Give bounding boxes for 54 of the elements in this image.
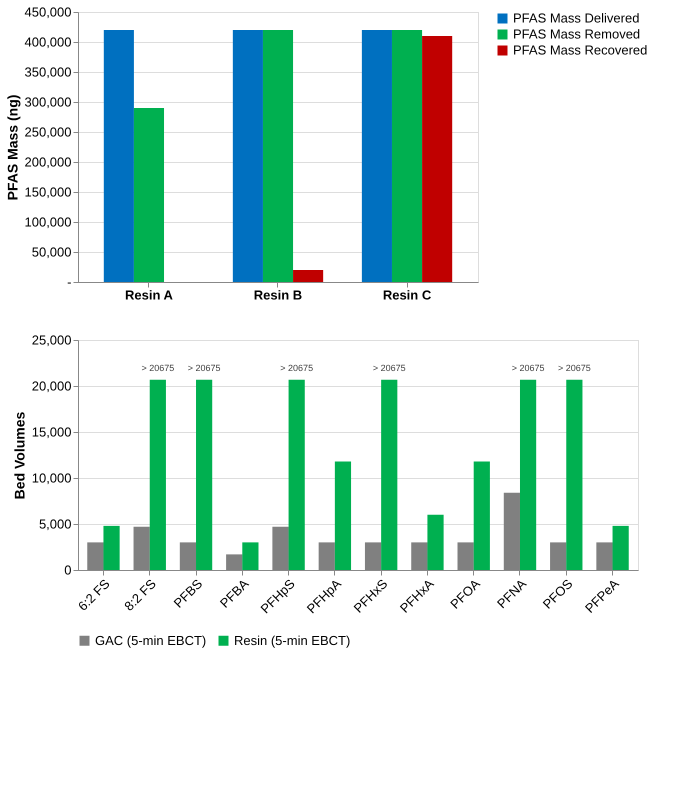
bar bbox=[362, 30, 392, 282]
y-tick-label: 10,000 bbox=[32, 470, 72, 486]
bar bbox=[566, 380, 582, 570]
x-tick-label: 8:2 FS bbox=[121, 576, 160, 614]
y-tick-label: 200,000 bbox=[24, 154, 72, 170]
bar bbox=[150, 380, 166, 570]
legend-label: GAC (5-min EBCT) bbox=[95, 632, 206, 648]
y-tick-label: 450,000 bbox=[24, 4, 72, 20]
y-tick-label: 20,000 bbox=[32, 378, 72, 394]
y-axis-title: Bed Volumes bbox=[12, 411, 28, 500]
data-label: > 20675 bbox=[141, 362, 174, 373]
x-tick-label: 6:2 FS bbox=[74, 576, 113, 614]
bar bbox=[392, 30, 422, 282]
legend-label: PFAS Mass Delivered bbox=[513, 10, 640, 26]
data-label: > 20675 bbox=[558, 362, 591, 373]
y-tick-label: 50,000 bbox=[32, 244, 72, 260]
y-tick-label: 350,000 bbox=[24, 64, 72, 80]
bar bbox=[262, 30, 294, 282]
data-label: > 20675 bbox=[512, 362, 544, 373]
bar bbox=[474, 461, 490, 570]
y-tick-label: 100,000 bbox=[24, 214, 72, 230]
bar bbox=[293, 270, 324, 282]
y-tick-label: 5,000 bbox=[38, 516, 72, 532]
bar bbox=[288, 380, 305, 570]
bar bbox=[612, 526, 629, 570]
bar bbox=[232, 30, 263, 282]
legend-label: PFAS Mass Removed bbox=[513, 26, 640, 42]
bar bbox=[334, 461, 352, 570]
bar bbox=[196, 380, 212, 570]
x-tick-label: Resin B bbox=[254, 288, 302, 302]
data-label: > 20675 bbox=[188, 362, 221, 373]
bar bbox=[520, 380, 536, 570]
bar bbox=[242, 542, 258, 570]
y-tick-label: 300,000 bbox=[24, 94, 72, 110]
bar bbox=[422, 36, 452, 282]
y-tick-label: 150,000 bbox=[24, 184, 72, 200]
y-tick-label: - bbox=[67, 274, 72, 290]
legend-label: Resin (5-min EBCT) bbox=[234, 632, 350, 648]
bar bbox=[104, 30, 134, 282]
bar bbox=[134, 108, 164, 282]
x-tick-label: Resin C bbox=[382, 288, 432, 302]
y-tick-label: 400,000 bbox=[24, 34, 72, 50]
data-label: > 20675 bbox=[372, 362, 406, 373]
y-tick-label: 250,000 bbox=[24, 124, 72, 140]
legend-label: PFAS Mass Recovered bbox=[513, 42, 648, 58]
bar bbox=[381, 380, 398, 570]
data-label: > 20675 bbox=[280, 362, 314, 373]
bar bbox=[103, 526, 120, 570]
bar bbox=[427, 514, 444, 570]
y-tick-label: 0 bbox=[64, 562, 72, 578]
y-axis-title: PFAS Mass (ng) bbox=[4, 94, 21, 200]
x-tick-label: Resin A bbox=[125, 288, 174, 302]
y-tick-label: 15,000 bbox=[32, 424, 72, 440]
y-tick-label: 25,000 bbox=[32, 332, 72, 348]
